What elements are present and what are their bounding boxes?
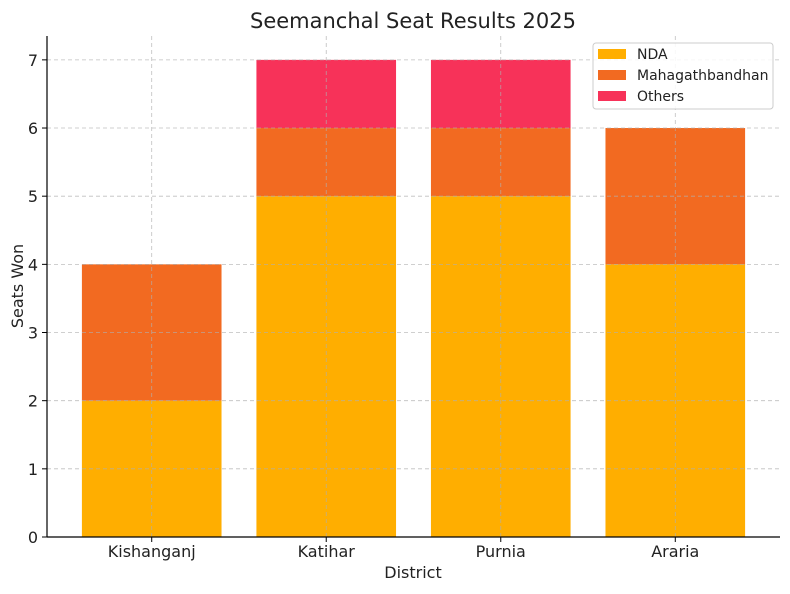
y-tick-label: 7	[28, 51, 38, 70]
x-tick-label: Katihar	[298, 542, 356, 561]
x-axis-label: District	[384, 563, 441, 582]
y-tick-label: 0	[28, 528, 38, 547]
legend-swatch-mahagathbandhan	[598, 70, 626, 80]
legend-swatch-others	[598, 91, 626, 101]
legend-swatch-nda	[598, 49, 626, 59]
y-tick-label: 5	[28, 187, 38, 206]
y-tick-label: 1	[28, 460, 38, 479]
legend-label: Mahagathbandhan	[637, 68, 769, 84]
chart-title: Seemanchal Seat Results 2025	[250, 9, 576, 33]
legend-label: Others	[637, 89, 684, 105]
legend-label: NDA	[637, 47, 668, 63]
legend: NDA Mahagathbandhan Others	[592, 42, 774, 110]
y-tick-label: 2	[28, 392, 38, 411]
x-tick-label: Araria	[651, 542, 699, 561]
x-tick-label: Kishanganj	[108, 542, 196, 561]
legend-box	[592, 42, 774, 110]
x-tick-label: Purnia	[476, 542, 526, 561]
y-tick-label: 6	[28, 119, 38, 138]
y-tick-label: 3	[28, 324, 38, 343]
y-tick-label: 4	[28, 255, 38, 274]
y-axis-label: Seats Won	[8, 244, 27, 328]
